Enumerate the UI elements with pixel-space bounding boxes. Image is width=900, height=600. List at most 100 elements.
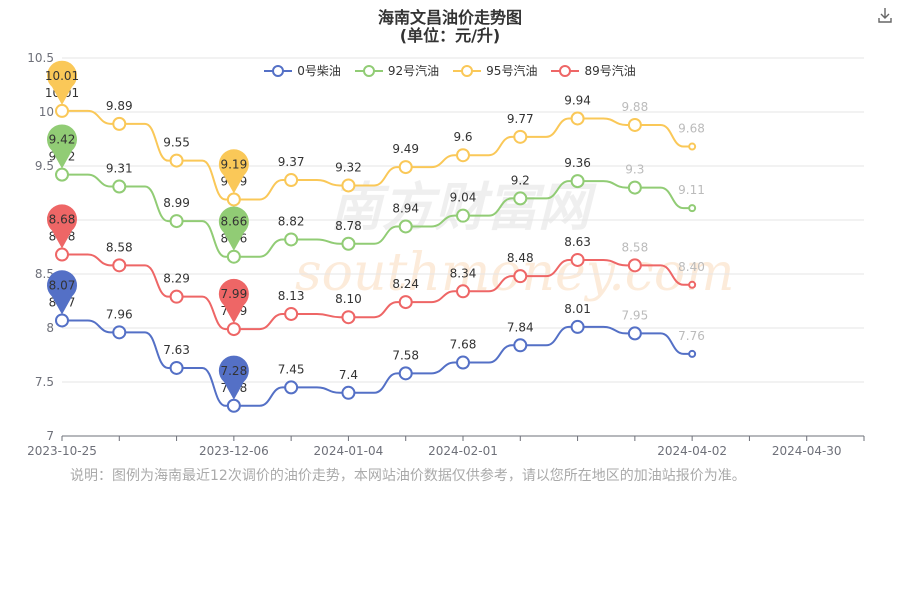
data-point xyxy=(456,208,470,223)
data-point xyxy=(226,398,241,413)
legend-label: 0号柴油 xyxy=(297,64,341,78)
x-tick-label: 2024-04-02 xyxy=(657,444,727,458)
data-point xyxy=(456,284,470,299)
data-label: 9.89 xyxy=(106,99,133,113)
data-label: 7.45 xyxy=(278,362,305,376)
data-point xyxy=(398,366,413,381)
data-point xyxy=(226,249,241,264)
data-label: 8.10 xyxy=(335,292,362,306)
y-tick-label: 7.5 xyxy=(35,375,54,389)
legend-label: 92号汽油 xyxy=(387,64,440,78)
watermark-cn: 南方财富网 xyxy=(330,177,597,238)
pin-label: 9.42 xyxy=(49,133,76,147)
data-label: 9.37 xyxy=(278,155,305,169)
data-label: 9.94 xyxy=(564,93,591,107)
data-point xyxy=(284,306,299,321)
data-point xyxy=(398,219,413,234)
pin-shape xyxy=(218,278,249,324)
data-label: 7.76 xyxy=(678,329,705,343)
series-0: 8.077.967.637.287.457.47.587.687.848.017… xyxy=(49,295,705,413)
max-pin: 8.07 xyxy=(47,270,77,315)
data-label: 8.40 xyxy=(678,260,705,274)
data-point xyxy=(456,148,470,163)
data-label: 9.11 xyxy=(678,183,705,197)
data-label: 8.58 xyxy=(106,240,133,254)
legend-item-1[interactable]: 92号汽油 xyxy=(354,62,440,79)
min-pin: 7.99 xyxy=(218,278,249,324)
chart-legend: 0号柴油 92号汽油 95号汽油 89号汽油 xyxy=(0,62,900,79)
data-point xyxy=(398,295,413,310)
max-pin: 10.01 xyxy=(45,60,79,105)
data-label: 8.63 xyxy=(564,235,591,249)
pin-shape xyxy=(47,204,77,249)
data-label: 8.82 xyxy=(278,214,305,228)
chart-title: 海南文昌油价走势图 xyxy=(377,8,522,27)
data-label: 9.55 xyxy=(163,136,190,150)
pin-shape xyxy=(218,206,249,251)
data-point xyxy=(570,319,585,334)
data-point xyxy=(570,111,585,126)
min-pin: 9.19 xyxy=(218,149,249,194)
series-line xyxy=(62,253,693,331)
data-point xyxy=(513,129,528,144)
data-label: 8.94 xyxy=(392,201,419,215)
data-label: 9.36 xyxy=(564,156,591,170)
min-pin: 7.28 xyxy=(218,355,249,400)
data-point xyxy=(341,178,356,193)
legend-item-3[interactable]: 89号汽油 xyxy=(551,62,636,79)
data-point xyxy=(627,258,642,273)
data-label: 9.04 xyxy=(450,191,477,205)
legend-label: 89号汽油 xyxy=(584,64,636,78)
download-icon[interactable] xyxy=(876,6,894,24)
data-label: 9.77 xyxy=(507,112,534,126)
data-point xyxy=(55,167,69,182)
data-point xyxy=(284,232,299,247)
legend-swatch xyxy=(453,64,482,77)
data-point xyxy=(456,355,470,370)
legend-item-0[interactable]: 0号柴油 xyxy=(264,62,341,79)
data-point xyxy=(169,214,184,229)
data-point xyxy=(169,153,184,168)
pin-label: 10.01 xyxy=(45,69,79,83)
data-label: 8.58 xyxy=(621,240,648,254)
data-point xyxy=(55,247,69,262)
data-label: 9.88 xyxy=(621,100,648,114)
data-label: 7.84 xyxy=(507,320,534,334)
data-point xyxy=(226,192,241,207)
data-label: 7.95 xyxy=(621,308,648,322)
chart-note: 说明：图例为海南最近12次调价的油价走势，本网站油价数据仅供参考，请以您所在地区… xyxy=(70,468,746,484)
y-tick-label: 10 xyxy=(39,105,54,119)
data-point xyxy=(688,142,697,151)
data-label: 7.63 xyxy=(163,343,190,357)
data-point xyxy=(627,117,642,132)
y-tick-label: 10.5 xyxy=(27,51,54,65)
series-line xyxy=(62,173,693,258)
data-point xyxy=(112,258,127,273)
legend-item-2[interactable]: 95号汽油 xyxy=(453,62,537,79)
data-point xyxy=(112,179,127,194)
data-point xyxy=(627,180,642,195)
data-point xyxy=(627,326,642,341)
data-point xyxy=(55,103,69,118)
data-point xyxy=(688,280,697,289)
data-point xyxy=(169,289,184,304)
pin-shape xyxy=(218,149,249,194)
legend-swatch xyxy=(264,64,293,77)
data-label: 9.2 xyxy=(511,173,530,187)
data-label: 7.4 xyxy=(339,368,358,382)
data-point xyxy=(570,252,585,267)
pin-shape xyxy=(47,124,77,169)
data-label: 8.01 xyxy=(564,302,591,316)
data-label: 9.49 xyxy=(392,142,419,156)
data-label: 7.96 xyxy=(106,307,133,321)
data-point xyxy=(341,236,356,251)
data-point xyxy=(398,160,413,175)
pin-label: 8.07 xyxy=(49,278,76,292)
data-label: 9.3 xyxy=(625,163,644,177)
data-label: 8.34 xyxy=(450,266,477,280)
data-point xyxy=(688,204,697,213)
legend-swatch xyxy=(551,64,580,77)
data-point xyxy=(570,174,585,189)
data-point xyxy=(112,116,127,131)
